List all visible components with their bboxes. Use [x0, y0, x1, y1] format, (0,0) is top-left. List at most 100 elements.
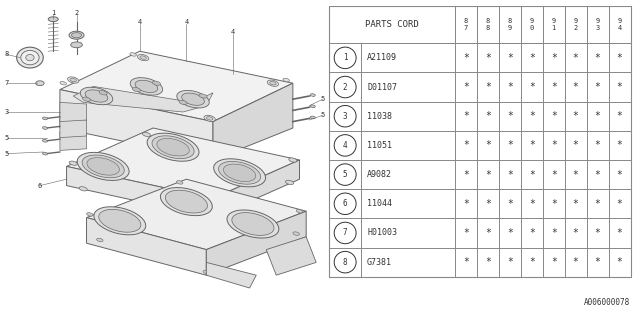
Bar [499, 218, 521, 248]
Ellipse shape [135, 80, 158, 92]
Polygon shape [206, 262, 256, 288]
Bar [587, 131, 609, 160]
Ellipse shape [42, 152, 47, 155]
Text: 2: 2 [343, 83, 348, 92]
Text: *: * [507, 257, 513, 267]
Ellipse shape [165, 190, 207, 213]
Bar [587, 102, 609, 131]
Text: 9
1: 9 1 [552, 18, 556, 31]
Text: G7381: G7381 [367, 258, 392, 267]
Text: *: * [551, 82, 557, 92]
Text: *: * [463, 53, 469, 63]
Text: *: * [573, 228, 579, 238]
Bar [564, 43, 587, 72]
Ellipse shape [214, 159, 266, 187]
Text: *: * [485, 170, 491, 180]
Ellipse shape [293, 232, 300, 235]
Text: *: * [573, 82, 579, 92]
Ellipse shape [199, 94, 207, 98]
Text: *: * [529, 111, 534, 121]
Bar [543, 43, 564, 72]
Ellipse shape [227, 210, 279, 238]
Bar [543, 189, 564, 218]
Text: *: * [507, 53, 513, 63]
Text: *: * [507, 82, 513, 92]
Text: *: * [485, 199, 491, 209]
Bar [587, 248, 609, 277]
Text: 5: 5 [343, 170, 348, 179]
Text: 4: 4 [343, 141, 348, 150]
Bar [361, 131, 455, 160]
Bar [521, 218, 543, 248]
Text: *: * [551, 111, 557, 121]
Ellipse shape [161, 188, 212, 216]
Text: 1: 1 [51, 10, 56, 16]
Bar [499, 72, 521, 102]
Text: *: * [595, 140, 600, 150]
Ellipse shape [182, 93, 204, 105]
Text: *: * [507, 170, 513, 180]
Text: *: * [507, 199, 513, 209]
Bar [330, 218, 361, 248]
Text: *: * [616, 199, 623, 209]
Ellipse shape [69, 31, 84, 39]
Ellipse shape [179, 100, 187, 105]
Polygon shape [86, 218, 206, 275]
Ellipse shape [69, 161, 77, 165]
Ellipse shape [218, 161, 260, 184]
Polygon shape [60, 51, 293, 122]
Text: *: * [463, 170, 469, 180]
Text: *: * [529, 170, 534, 180]
Ellipse shape [269, 82, 276, 85]
Bar [564, 72, 587, 102]
Ellipse shape [72, 33, 81, 38]
Bar [609, 6, 630, 43]
Ellipse shape [42, 127, 47, 129]
Text: *: * [507, 140, 513, 150]
Bar [609, 218, 630, 248]
Text: 4: 4 [231, 29, 235, 35]
Text: *: * [573, 140, 579, 150]
Text: A006000078: A006000078 [584, 299, 630, 308]
Polygon shape [60, 131, 86, 150]
Text: 4: 4 [184, 20, 189, 25]
Bar [361, 72, 455, 102]
Bar [499, 131, 521, 160]
Ellipse shape [94, 207, 146, 235]
Ellipse shape [26, 54, 34, 61]
Text: 9
3: 9 3 [595, 18, 600, 31]
Text: *: * [595, 53, 600, 63]
Ellipse shape [77, 152, 129, 180]
Bar [477, 160, 499, 189]
Text: *: * [616, 228, 623, 238]
Ellipse shape [80, 87, 113, 105]
Text: *: * [551, 199, 557, 209]
Text: *: * [551, 228, 557, 238]
Polygon shape [60, 118, 86, 138]
Ellipse shape [289, 158, 297, 162]
Bar [587, 218, 609, 248]
Bar [330, 160, 361, 189]
Text: *: * [616, 82, 623, 92]
Bar [361, 160, 455, 189]
Ellipse shape [87, 158, 120, 175]
Text: *: * [616, 111, 623, 121]
Text: *: * [485, 111, 491, 121]
Bar [499, 160, 521, 189]
Bar [609, 248, 630, 277]
Text: 9
2: 9 2 [573, 18, 578, 31]
Ellipse shape [86, 213, 93, 216]
Bar [609, 189, 630, 218]
Ellipse shape [310, 105, 316, 108]
Text: *: * [463, 257, 469, 267]
Bar [609, 131, 630, 160]
Text: *: * [616, 170, 623, 180]
Bar [587, 72, 609, 102]
Text: 1: 1 [343, 53, 348, 62]
Ellipse shape [99, 91, 108, 95]
Bar [564, 131, 587, 160]
Text: *: * [463, 140, 469, 150]
Text: *: * [573, 170, 579, 180]
Text: *: * [573, 53, 579, 63]
Text: *: * [463, 111, 469, 121]
